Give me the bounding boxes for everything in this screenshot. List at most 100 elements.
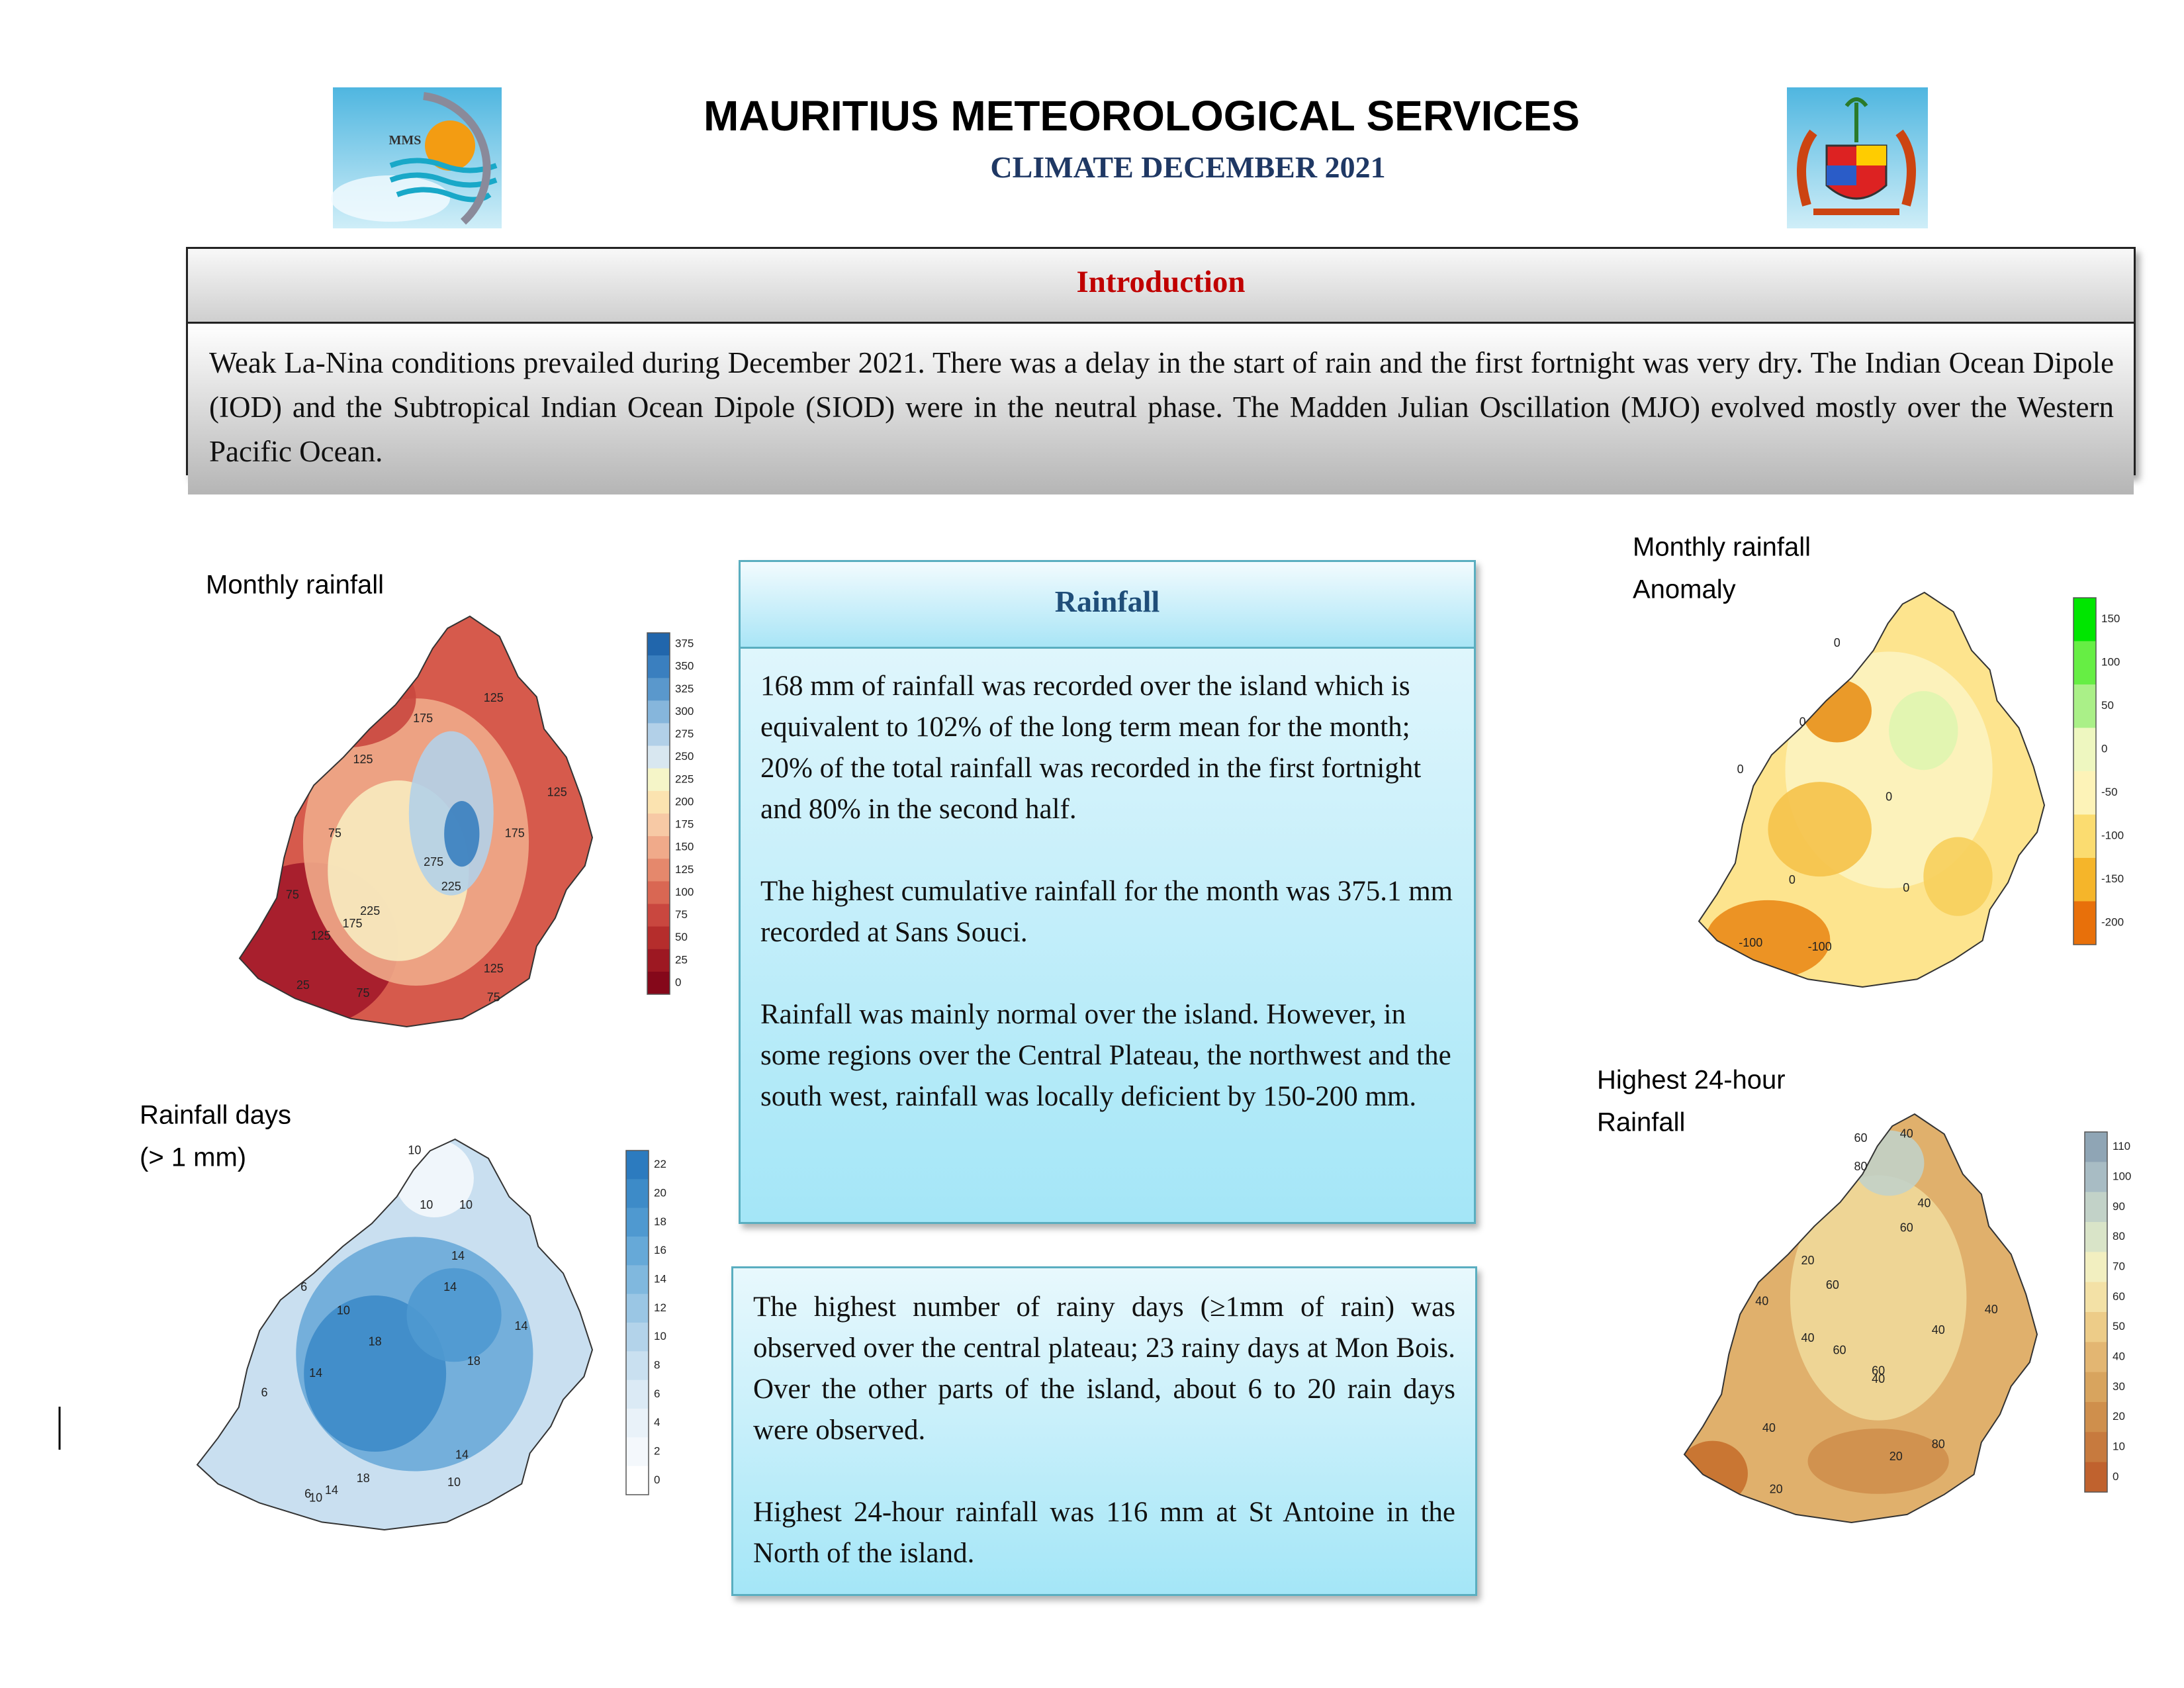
colorbar-label: 2	[654, 1444, 660, 1457]
colorbar-label: 90	[2113, 1200, 2125, 1213]
colorbar-segment	[647, 768, 670, 792]
contour-label: 14	[455, 1448, 469, 1462]
contour-label: 0	[1903, 881, 1909, 894]
colorbar-label: 125	[675, 863, 694, 876]
colorbar-segment	[647, 904, 670, 927]
contour-label: -100	[1739, 936, 1762, 949]
colorbar-label: 100	[675, 886, 694, 898]
introduction-heading: Introduction	[188, 249, 2134, 324]
colorbar-segment	[626, 1466, 649, 1495]
colorbar-segment	[626, 1409, 649, 1438]
map-region	[406, 1268, 502, 1362]
map-title: Rainfall	[1597, 1108, 1685, 1137]
colorbar-label: 50	[2101, 699, 2114, 712]
colorbar-label: 18	[654, 1215, 666, 1228]
contour-label: 75	[357, 986, 370, 1000]
colorbar-label: 60	[2113, 1290, 2125, 1303]
map-region	[1684, 1440, 1748, 1507]
colorbar-segment	[2073, 858, 2096, 902]
colorbar-label: -50	[2101, 786, 2118, 798]
map-region	[1802, 679, 1872, 743]
rainy-days-box: The highest number of rainy days (≥1mm o…	[731, 1266, 1477, 1596]
contour-label: 75	[328, 826, 341, 839]
map-region	[304, 1295, 447, 1452]
colorbar-label: 375	[675, 637, 694, 650]
colorbar-label: 10	[654, 1330, 666, 1342]
colorbar-segment	[2085, 1402, 2107, 1432]
island-outline	[238, 615, 594, 1028]
island-outline	[1683, 1113, 2038, 1524]
introduction-text: Weak La-Nina conditions prevailed during…	[188, 324, 2134, 494]
contour-label: 10	[459, 1198, 473, 1211]
contour-label: 10	[337, 1303, 350, 1317]
colorbar-label: 175	[675, 818, 694, 831]
colorbar-segment	[626, 1237, 649, 1266]
colorbar-segment	[626, 1179, 649, 1209]
map	[240, 616, 592, 1027]
colorbar-label: 0	[654, 1474, 660, 1486]
colorbar-label: 150	[675, 841, 694, 853]
colorbar-segment	[647, 678, 670, 701]
colorbar-segment	[2085, 1162, 2107, 1193]
contour-label: 18	[357, 1472, 370, 1485]
colorbar-label: 100	[2113, 1170, 2131, 1182]
colorbar-segment	[647, 655, 670, 679]
colorbar-label: 100	[2101, 656, 2120, 669]
contour-label: 0	[1834, 636, 1841, 649]
colorbar-label: 200	[675, 795, 694, 808]
logo-text: MMS	[389, 133, 422, 148]
colorbar-label: 8	[654, 1358, 660, 1371]
colorbar-label: 300	[675, 705, 694, 718]
page-subtitle: CLIMATE DECEMBER 2021	[990, 150, 1386, 184]
colorbar-segment	[626, 1351, 649, 1381]
contour-label: 80	[1854, 1160, 1867, 1173]
colorbar-label: 275	[675, 727, 694, 740]
contour-label: 10	[447, 1476, 461, 1489]
colorbar-label: 75	[675, 908, 688, 921]
colorbar-segment	[647, 790, 670, 814]
colorbar-segment	[626, 1437, 649, 1467]
contour-label: -100	[1808, 940, 1832, 953]
map-region	[444, 801, 480, 867]
colorbar-segment	[2085, 1462, 2107, 1493]
colorbar-label: 22	[654, 1158, 666, 1170]
colorbar-segment	[2085, 1342, 2107, 1373]
map-region	[1807, 1429, 1949, 1494]
contour-label: 18	[369, 1335, 382, 1348]
colorbar-segment	[647, 971, 670, 995]
colorbar-segment	[2085, 1312, 2107, 1342]
colorbar-segment	[647, 700, 670, 724]
contour-label: 125	[353, 753, 373, 766]
contour-label: 6	[261, 1385, 267, 1399]
colorbar-label: 25	[675, 953, 688, 966]
rainfall-text: 168 mm of rainfall was recorded over the…	[741, 649, 1474, 1117]
colorbar-segment	[2073, 641, 2096, 685]
colorbar-label: 12	[654, 1301, 666, 1314]
colorbar-label: -100	[2101, 829, 2124, 842]
map-title: Monthly rainfall	[1633, 533, 1811, 562]
colorbar-segment	[2085, 1192, 2107, 1223]
contour-label: 6	[304, 1487, 311, 1501]
colorbar-segment	[626, 1265, 649, 1295]
colorbar-segment	[2073, 771, 2096, 815]
contour-label: 75	[487, 990, 500, 1004]
colorbar-frame	[625, 1150, 649, 1495]
map-title: Highest 24-hour	[1597, 1066, 1786, 1095]
colorbar-label: 225	[675, 773, 694, 785]
colorbar-label: 0	[675, 976, 681, 988]
colorbar-label: 0	[2113, 1470, 2118, 1483]
colorbar-label: 150	[2101, 612, 2120, 625]
contour-label: 175	[505, 826, 525, 839]
contour-label: 14	[325, 1483, 338, 1497]
contour-label: 40	[1900, 1127, 1913, 1141]
colorbar-segment	[647, 723, 670, 747]
contour-label: 125	[484, 691, 504, 704]
contour-label: 18	[467, 1354, 480, 1368]
colorbar-label: 110	[2113, 1140, 2130, 1152]
colorbar-label: 14	[654, 1272, 666, 1285]
colorbar-label: 70	[2113, 1260, 2125, 1272]
colorbar-segment	[647, 949, 670, 972]
contour-label: 14	[451, 1249, 465, 1262]
